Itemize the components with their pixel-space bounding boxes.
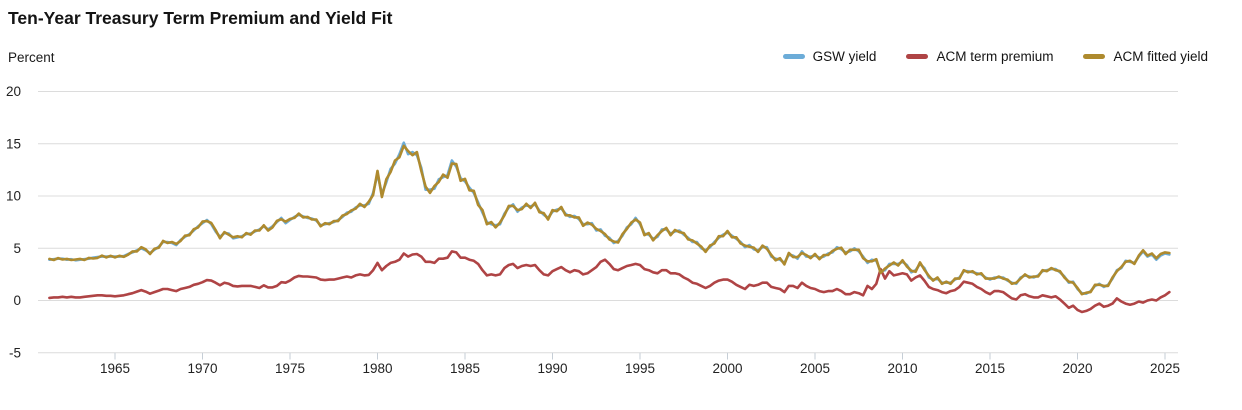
- series-line-gsw-yield: [48, 141, 1171, 296]
- y-tick-label: 5: [13, 241, 21, 256]
- legend-swatch-acm-fitted-yield: [1083, 54, 1106, 59]
- legend-item-gsw-yield: GSW yield: [782, 49, 877, 64]
- y-axis-unit-label: Percent: [8, 50, 55, 65]
- x-tick-label: 1985: [450, 361, 480, 376]
- legend: GSW yield ACM term premium ACM fitted yiel…: [782, 49, 1208, 64]
- legend-item-label: ACM fitted yield: [1113, 49, 1208, 64]
- x-tick-label: 1990: [537, 361, 567, 376]
- page-title: Ten-Year Treasury Term Premium and Yield…: [8, 8, 393, 28]
- x-tick-label: 1980: [362, 361, 392, 376]
- y-tick-label: 10: [6, 189, 21, 204]
- x-tick-label: 1965: [100, 361, 130, 376]
- y-tick-label: -5: [9, 345, 21, 360]
- x-tick-label: 2005: [800, 361, 830, 376]
- y-tick-label: 0: [13, 293, 21, 308]
- x-tick-label: 2025: [1150, 361, 1180, 376]
- x-tick-label: 2010: [887, 361, 917, 376]
- series-line-acm-term-premium: [48, 250, 1171, 314]
- legend-swatch-gsw-yield: [782, 54, 805, 59]
- x-tick-label: 1995: [625, 361, 655, 376]
- legend-item-acm-fitted-yield: ACM fitted yield: [1083, 49, 1208, 64]
- legend-item-label: ACM term premium: [936, 49, 1054, 64]
- x-tick-label: 2020: [1062, 361, 1092, 376]
- x-tick-label: 1970: [187, 361, 217, 376]
- legend-item-acm-term-premium: ACM term premium: [906, 49, 1053, 64]
- x-tick-label: 2000: [712, 361, 742, 376]
- legend-item-label: GSW yield: [812, 49, 877, 64]
- x-tick-label: 1975: [275, 361, 305, 376]
- legend-swatch-acm-term-premium: [906, 54, 929, 59]
- x-tick-label: 2015: [975, 361, 1005, 376]
- y-tick-label: 15: [6, 136, 21, 151]
- series-line-acm-fitted-yield: [48, 144, 1171, 296]
- y-tick-label: 20: [6, 84, 21, 99]
